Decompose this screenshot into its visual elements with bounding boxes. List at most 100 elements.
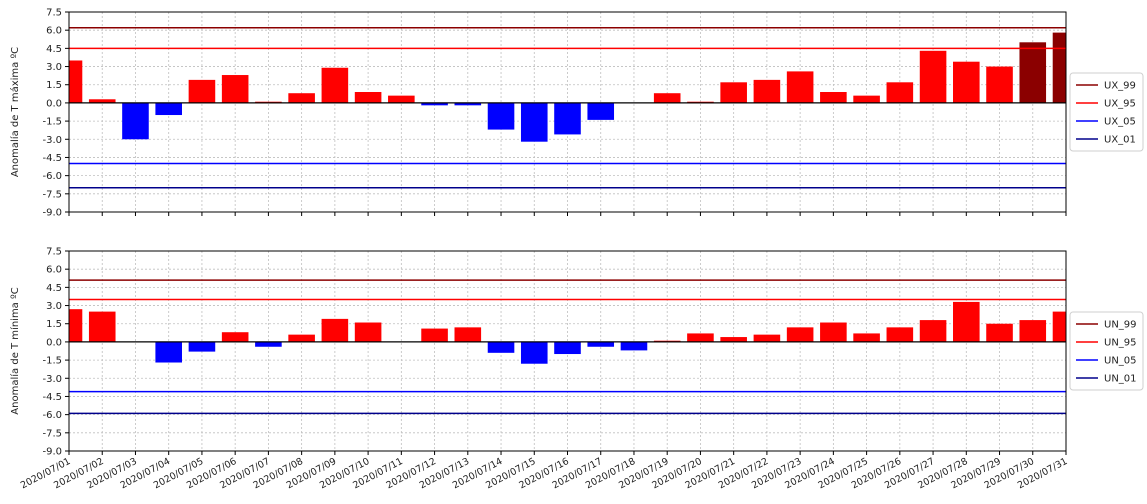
bars [69,301,1066,364]
bar-2020/07/22 [753,79,781,103]
bar-2020/07/05 [188,341,216,352]
bar-2020/07/25 [853,95,880,103]
bar-2020/07/12 [421,328,448,342]
bar-2020/07/06 [221,75,249,103]
legend-label-UN_99: UN_99 [1104,320,1137,331]
y-tick-label: 3.0 [46,301,62,312]
bar-2020/07/13 [454,327,482,342]
chart-top: 7.5 6.0 4.5 3.0 1.5 0.0 -1.5 -3.0 -4.5 -6.0 -7.5 -9… [9,8,1144,219]
bar-2020/07/21 [720,337,747,342]
y-tick-label: -6.0 [42,410,62,421]
bar-2020/07/26 [886,327,914,342]
bar-2020/07/28 [953,301,980,342]
y-tick-label: 1.5 [46,319,62,330]
y-axis-label: Anomalía de T máxima ºC [9,47,21,177]
bar-2020/07/02 [88,99,116,103]
y-tick-label: -9.0 [42,208,62,219]
bar-2020/07/16 [554,341,581,355]
bar-2020/07/29 [986,323,1013,342]
y-tick-label: 1.5 [46,80,62,91]
bar-2020/07/08 [288,93,315,103]
bar-2020/07/30 [1019,320,1047,342]
bar-2020/07/06 [221,332,249,342]
bar-2020/07/01 [69,60,83,103]
bar-2020/07/04 [155,341,182,363]
bar-2020/07/09 [321,67,349,103]
bar-2020/07/02 [88,311,116,342]
y-tick-label: 6.0 [46,26,62,37]
bar-2020/07/12 [421,102,448,106]
bar-2020/07/31 [1052,311,1066,342]
bar-2020/07/14 [487,102,515,130]
bar-2020/07/30 [1019,42,1047,103]
bar-2020/07/09 [321,318,349,342]
bar-2020/07/27 [919,50,947,103]
bar-2020/07/07 [255,101,282,103]
y-tick-label: 0.0 [46,98,62,109]
bar-2020/07/03 [122,102,149,140]
bar-2020/07/26 [886,82,914,103]
bar-2020/07/11 [388,95,415,103]
legend: UN_99 UN_95 UN_05 UN_01 [1069,311,1144,391]
y-tick-label: 4.5 [46,44,62,55]
bar-2020/07/05 [188,79,216,103]
bar-2020/07/10 [354,322,382,342]
bars [69,32,1066,142]
y-tick-label: -3.0 [42,135,62,146]
bar-2020/07/31 [1052,32,1066,103]
legend-label-UN_05: UN_05 [1104,356,1137,367]
bar-2020/07/14 [487,341,515,353]
bar-2020/07/27 [919,320,947,342]
y-tick-label: -9.0 [42,447,62,458]
bar-2020/07/17 [587,102,615,120]
bar-2020/07/22 [753,334,781,342]
legend-box [1069,311,1144,391]
bar-2020/07/24 [820,322,847,342]
bar-2020/07/20 [687,101,714,103]
y-tick-label: 6.0 [46,265,62,276]
bar-2020/07/18 [620,341,648,351]
y-tick-label: 4.5 [46,283,62,294]
legend-label-UX_99: UX_99 [1104,81,1136,92]
bar-2020/07/29 [986,66,1013,103]
bar-2020/07/28 [953,61,980,103]
bar-2020/07/21 [720,82,747,103]
y-axis-label: Anomalía de T mínima ºC [9,287,21,414]
bar-2020/07/24 [820,92,847,103]
legend-label-UN_01: UN_01 [1104,374,1137,385]
bar-2020/07/01 [69,309,83,342]
legend-label-UX_05: UX_05 [1104,117,1136,128]
y-tick-label: -4.5 [42,392,62,403]
bar-2020/07/04 [155,102,182,116]
bar-2020/07/08 [288,334,315,342]
bar-2020/07/19 [653,93,681,103]
bar-2020/07/25 [853,333,880,342]
bar-2020/07/15 [520,102,548,142]
y-tick-label: -4.5 [42,153,62,164]
legend-label-UN_95: UN_95 [1104,338,1137,349]
y-tick-label: -6.0 [42,171,62,182]
y-tick-label: -1.5 [42,356,62,367]
chart-bottom: 7.5 6.0 4.5 3.0 1.5 0.0 -1.5 -3.0 -4.5 -6.0 -7.5 -9… [9,247,1144,491]
y-tick-label: 7.5 [46,8,62,19]
bar-2020/07/15 [520,341,548,364]
bar-2020/07/10 [354,92,382,103]
y-tick-label: 0.0 [46,337,62,348]
y-tick-label: -7.5 [42,428,62,439]
bar-2020/07/16 [554,102,581,135]
bar-2020/07/07 [255,341,282,347]
legend-box [1069,72,1144,152]
y-tick-label: -1.5 [42,117,62,128]
legend: UX_99 UX_95 UX_05 UX_01 [1069,72,1144,152]
y-tick-label: 3.0 [46,62,62,73]
y-tick-label: 7.5 [46,247,62,258]
bar-2020/07/19 [653,340,681,342]
bar-2020/07/23 [786,327,814,342]
bar-2020/07/23 [786,71,814,103]
y-tick-label: -7.5 [42,189,62,200]
bar-2020/07/20 [687,333,714,342]
legend-label-UX_95: UX_95 [1104,99,1136,110]
bar-2020/07/17 [587,341,615,347]
bar-2020/07/13 [454,102,482,106]
